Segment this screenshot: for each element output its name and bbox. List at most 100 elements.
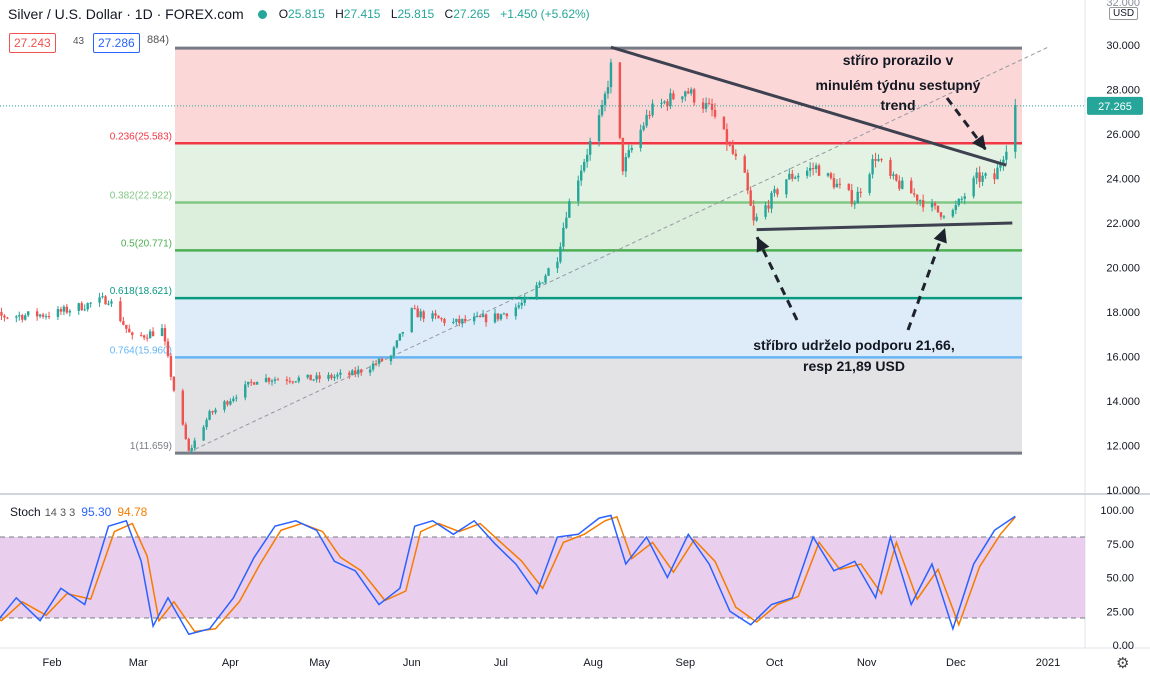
symbol-title[interactable]: Silver / U.S. Dollar · 1D · FOREX.com: [8, 6, 244, 22]
candle-body: [47, 316, 51, 318]
fib-level-label: 0.236(25.583): [110, 131, 172, 142]
candle-body: [119, 301, 122, 322]
fib-zone: [175, 250, 1022, 299]
candle-body: [151, 331, 155, 337]
low-value: 25.815: [397, 7, 435, 21]
candle-body: [285, 379, 289, 381]
candle-body: [247, 381, 250, 385]
candle-body: [502, 313, 506, 315]
candle-body: [318, 375, 321, 379]
candle-body: [514, 307, 518, 317]
candle-body: [562, 227, 565, 247]
stoch-k-line: [0, 514, 1016, 636]
stoch-tick-label: 0.00: [1113, 640, 1134, 652]
candle-body: [770, 192, 773, 209]
change-value: +1.450 (+5.62%): [500, 7, 590, 21]
candle-body: [993, 173, 996, 180]
candle-body: [348, 372, 351, 376]
candle-body: [538, 282, 541, 286]
candle-body: [999, 164, 1002, 168]
candle-body: [484, 314, 488, 323]
fib-level-label: 0.5(20.771): [121, 238, 172, 249]
candle-body: [930, 202, 934, 208]
candle-body: [416, 308, 419, 318]
ask-button[interactable]: 27.286: [93, 33, 140, 53]
candle-body: [981, 175, 984, 182]
candle-body: [523, 297, 526, 303]
candle-body: [336, 374, 339, 377]
candle-body: [244, 384, 247, 398]
candle-body: [374, 363, 378, 365]
candle-body: [847, 183, 850, 190]
candle-body: [582, 161, 586, 171]
candle-body: [660, 102, 663, 104]
candle-body: [814, 165, 818, 169]
candle-body: [333, 376, 336, 379]
candle-body: [767, 205, 770, 209]
candle-body: [785, 179, 788, 195]
candle-body: [811, 167, 815, 169]
candle-body: [104, 296, 107, 305]
candle-body: [764, 205, 767, 217]
candle-body: [701, 102, 705, 109]
price-tick-label: 16.000: [1106, 352, 1140, 364]
candle-body: [603, 93, 607, 105]
candle-body: [205, 419, 208, 428]
candle-body: [868, 174, 871, 193]
candle-body: [544, 275, 547, 283]
candle-body: [172, 376, 176, 391]
price-tick-label: 18.000: [1106, 307, 1140, 319]
candle-body: [184, 424, 187, 439]
candle-body: [255, 381, 259, 385]
candle-body: [832, 178, 836, 188]
candle-body: [68, 310, 72, 313]
time-tick-label: Jun: [403, 657, 421, 669]
candle-body: [728, 144, 732, 146]
candle-body: [208, 411, 211, 420]
candle-body: [541, 282, 544, 284]
price-tick-label: 10.000: [1106, 485, 1140, 497]
candle-body: [461, 318, 464, 324]
candle-body: [713, 109, 717, 117]
candle-body: [410, 308, 413, 333]
candle-body: [776, 189, 779, 195]
candle-body: [377, 358, 381, 364]
candle-body: [794, 177, 797, 179]
ohlc-readout: O25.815 H27.415 L25.815 C27.265 +1.450 (…: [278, 7, 590, 21]
candle-body: [493, 313, 497, 323]
candle-body: [835, 183, 839, 188]
candle-body: [505, 313, 509, 317]
candle-body: [395, 340, 399, 348]
candle-body: [139, 335, 143, 337]
gear-icon[interactable]: ⚙: [1116, 655, 1130, 672]
candle-body: [859, 191, 862, 193]
price-tick-label: 30.000: [1106, 40, 1140, 52]
candle-body: [722, 116, 726, 130]
candle-body: [464, 318, 467, 322]
fib-zone: [175, 298, 1022, 358]
candle-body: [520, 302, 523, 306]
candle-body: [24, 315, 27, 320]
candle-body: [83, 309, 86, 311]
candle-body: [808, 167, 812, 171]
candle-body: [880, 159, 883, 161]
candle-body: [975, 172, 978, 179]
bid-button[interactable]: 27.243: [9, 33, 56, 53]
ascending-trend-line: [188, 46, 1049, 453]
candle-body: [565, 217, 568, 228]
stoch-name[interactable]: Stoch: [10, 505, 41, 519]
candle-body: [957, 199, 961, 206]
candle-body: [77, 303, 80, 311]
fib-level-label: 0.618(18.621): [110, 286, 172, 297]
candle-body: [939, 212, 943, 217]
candle-body: [437, 315, 440, 319]
candle-body: [232, 398, 235, 402]
currency-unit-button[interactable]: USD: [1109, 7, 1139, 20]
candle-body: [389, 355, 393, 362]
time-tick-label: Aug: [583, 657, 603, 669]
last-price-label: 27.265: [1098, 101, 1132, 113]
candle-body: [351, 370, 354, 376]
annotation-breakout-text: trend: [881, 97, 916, 113]
candle-body: [972, 178, 975, 197]
candle-body: [297, 377, 300, 382]
